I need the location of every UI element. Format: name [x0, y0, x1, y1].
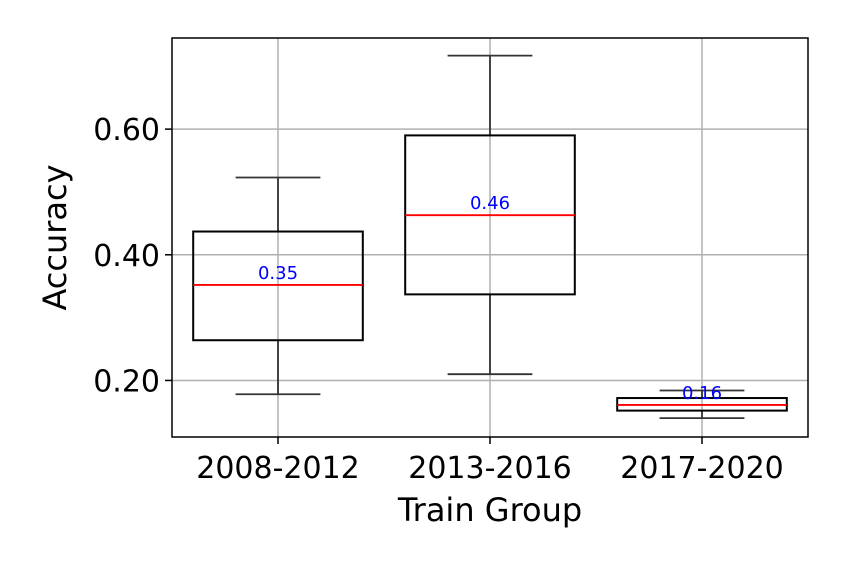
median-label: 0.35: [258, 263, 298, 284]
median-label: 0.46: [470, 193, 510, 214]
box-series: 0.35 0.46 0.16: [192, 54, 788, 420]
x-axis-label: Train Group: [397, 491, 582, 529]
median-label: 0.16: [682, 383, 722, 404]
x-tick-label: 2017-2020: [620, 451, 784, 486]
y-tick-label: 0.60: [93, 113, 160, 148]
y-axis-label: Accuracy: [36, 164, 74, 310]
box-group: 0.35: [192, 176, 364, 396]
y-tick-label: 0.20: [93, 364, 160, 399]
x-tick-label: 2008-2012: [196, 451, 360, 486]
box: [192, 230, 364, 342]
box-group: 0.46: [404, 54, 576, 376]
y-axis: 0.20 0.40 0.60: [93, 113, 172, 399]
x-axis: 2008-2012 2013-2016 2017-2020: [196, 437, 784, 486]
x-tick-label: 2013-2016: [408, 451, 572, 486]
y-tick-label: 0.40: [93, 239, 160, 274]
box-group: 0.16: [616, 383, 788, 420]
